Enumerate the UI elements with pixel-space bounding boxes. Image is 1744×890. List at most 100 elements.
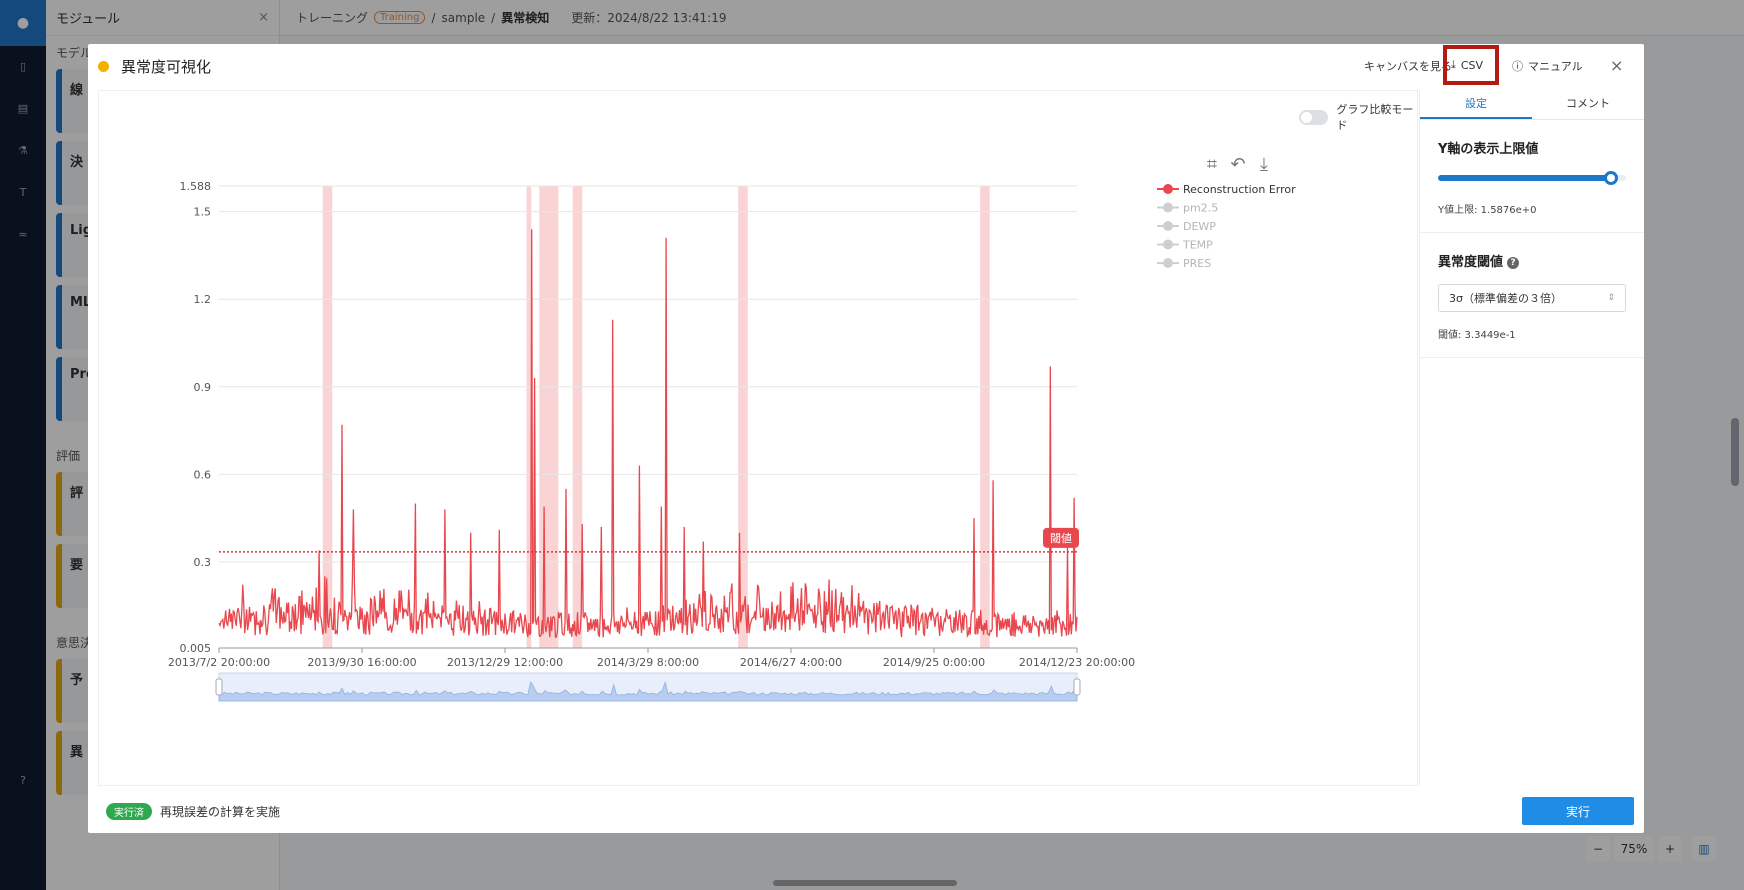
manual-button[interactable]: ⓘ マニュアル: [1512, 58, 1583, 74]
threshold-value: 閾値: 3.3449e-1: [1438, 330, 1516, 341]
flask-icon[interactable]: ⚗: [18, 143, 28, 157]
run-button[interactable]: 実行: [1522, 797, 1634, 825]
updated-timestamp: 更新：2024/8/22 13:41:19: [571, 11, 727, 25]
zoom-level: 75%: [1614, 836, 1654, 862]
download-icon: ⤓: [1451, 58, 1456, 71]
home-indicator: [773, 880, 957, 886]
y-tick-label: 0.005: [180, 642, 212, 655]
legend-marker: [1163, 258, 1173, 268]
y-tick-label: 0.9: [194, 381, 212, 394]
reconstruction-error-line: [218, 229, 1078, 639]
toggle-switch[interactable]: [1299, 109, 1329, 125]
modal-close-icon[interactable]: ×: [1610, 56, 1624, 75]
threshold-select[interactable]: 3σ（標準偏差の３倍） ⇕: [1438, 284, 1626, 312]
x-tick-label: 2014/6/27 4:00:00: [740, 656, 842, 669]
anomaly-band: [539, 186, 559, 648]
database-icon[interactable]: ▤: [17, 101, 29, 115]
settings-panel: 設定 コメント Y軸の表示上限値 Y値上限: 1.5876e+0 異常度閾値? …: [1419, 90, 1644, 786]
legend-item: DEWP: [1183, 220, 1216, 233]
legend-item: PRES: [1183, 257, 1211, 270]
save-image-icon[interactable]: ⤓: [1260, 153, 1268, 175]
datazoom-preview: [218, 680, 1078, 702]
x-tick-label: 2013/7/2 20:00:00: [168, 656, 270, 669]
sidebar-close-icon[interactable]: ×: [258, 10, 269, 25]
modal-header: 異常度可視化: [88, 44, 1644, 88]
settings-tabs: 設定 コメント: [1420, 90, 1644, 120]
manual-label: マニュアル: [1528, 60, 1583, 73]
x-tick-label: 2013/12/29 12:00:00: [447, 656, 563, 669]
help-icon[interactable]: ?: [1507, 256, 1520, 269]
slider-handle[interactable]: [1603, 171, 1618, 185]
view-canvas-label: キャンバスを見る: [1364, 60, 1452, 73]
tab-settings[interactable]: 設定: [1420, 90, 1532, 119]
modal-title: 異常度可視化: [121, 57, 212, 76]
zoom-reset-icon[interactable]: ↶: [1230, 153, 1246, 175]
file-icon[interactable]: ▯: [19, 59, 27, 73]
anomaly-band: [322, 186, 333, 648]
datazoom-handle-left: [215, 678, 223, 696]
reconstruction-error-chart: 0.005 0.3 0.6 0.9 1.2 1.5 1.588 2013/7/2 20:00:…: [168, 180, 1296, 702]
threshold-section: 異常度閾値? 3σ（標準偏差の３倍） ⇕ 閾値: 3.3449e-1: [1420, 233, 1644, 358]
threshold-title: 異常度閾値: [1438, 255, 1504, 270]
ymax-value: Y値上限: 1.5876e+0: [1438, 205, 1537, 216]
status-badge: 実行済: [106, 803, 152, 820]
status-dot: [98, 60, 109, 72]
ymax-title: Y軸の表示上限値: [1438, 142, 1539, 157]
training-badge: Training: [374, 11, 426, 24]
ymax-section: Y軸の表示上限値 Y値上限: 1.5876e+0: [1420, 120, 1644, 233]
y-tick-label: 0.3: [194, 556, 212, 569]
legend-marker: [1163, 221, 1173, 231]
status-message: 再現誤差の計算を実施: [160, 805, 281, 819]
anomaly-band: [526, 186, 532, 648]
breadcrumb-page: 異常検知: [501, 11, 550, 25]
breadcrumb: トレーニング Training / sample / 異常検知 更新：2024/…: [280, 0, 1744, 36]
text-icon[interactable]: T: [19, 185, 27, 199]
app-logo-icon[interactable]: ●: [0, 0, 46, 46]
help-circle-icon: ⓘ: [1512, 60, 1523, 73]
legend-marker: [1163, 184, 1173, 194]
threshold-label: 閾値: [1050, 532, 1072, 545]
help-icon[interactable]: ?: [20, 773, 26, 787]
zoom-control: − 75% + ▥: [1586, 836, 1716, 862]
threshold-label-bg: [1043, 527, 1079, 548]
anomaly-band: [738, 186, 748, 648]
sidebar-header: モジュール ×: [46, 0, 279, 36]
scrollbar[interactable]: [1731, 418, 1739, 486]
transform-icon[interactable]: ≈: [18, 227, 28, 241]
modal-footer: 実行済 再現誤差の計算を実施 実行: [88, 790, 1644, 833]
y-tick-label: 1.5: [194, 206, 212, 219]
anomaly-band: [980, 186, 990, 648]
sidebar-section-eval: 評価: [56, 449, 81, 463]
y-tick-label: 1.588: [180, 180, 212, 193]
x-tick-label: 2014/12/23 20:00:00: [1019, 656, 1135, 669]
breadcrumb-project[interactable]: sample: [441, 10, 486, 25]
view-canvas-button[interactable]: キャンバスを見る: [1364, 58, 1452, 74]
ymax-slider[interactable]: [1438, 171, 1626, 185]
legend-marker: [1163, 202, 1173, 213]
legend-item: TEMP: [1182, 239, 1213, 252]
zoom-select-icon[interactable]: ⌗: [1206, 153, 1218, 175]
sidebar-section-decision: 意思決: [56, 636, 93, 650]
sidebar-title: モジュール: [56, 12, 121, 27]
legend-item: pm2.5: [1183, 202, 1218, 215]
breadcrumb-sep: /: [431, 10, 436, 25]
breadcrumb-root[interactable]: トレーニング: [296, 11, 369, 25]
breadcrumb-sep: /: [491, 10, 496, 25]
zoom-in-button[interactable]: +: [1658, 836, 1682, 862]
select-arrow-icon: ⇕: [1607, 293, 1615, 303]
chart-panel: グラフ比較モード ⌗ ↶ ⤓ 0.005 0.3 0.6 0.9 1.2 1.5 1.588…: [98, 90, 1418, 786]
map-icon[interactable]: ▥: [1692, 836, 1716, 862]
compare-mode-toggle[interactable]: グラフ比較モード: [1299, 101, 1417, 133]
datazoom-handle-right: [1073, 678, 1081, 696]
slider-fill: [1438, 175, 1611, 181]
compare-mode-label: グラフ比較モード: [1336, 103, 1414, 132]
anomaly-visualization-modal: 異常度可視化 キャンバスを見る ⤓ CSV ⓘ マニュアル × グラフ比較モード…: [88, 44, 1644, 833]
x-tick-label: 2014/3/29 8:00:00: [597, 656, 699, 669]
zoom-out-button[interactable]: −: [1586, 836, 1610, 862]
y-tick-label: 0.6: [194, 468, 212, 481]
legend-item: Reconstruction Error: [1183, 183, 1296, 196]
csv-download-button[interactable]: ⤓ CSV: [1451, 58, 1483, 72]
x-tick-label: 2014/9/25 0:00:00: [883, 656, 985, 669]
tab-comment[interactable]: コメント: [1566, 97, 1610, 110]
threshold-option: 3σ（標準偏差の３倍）: [1449, 292, 1562, 305]
